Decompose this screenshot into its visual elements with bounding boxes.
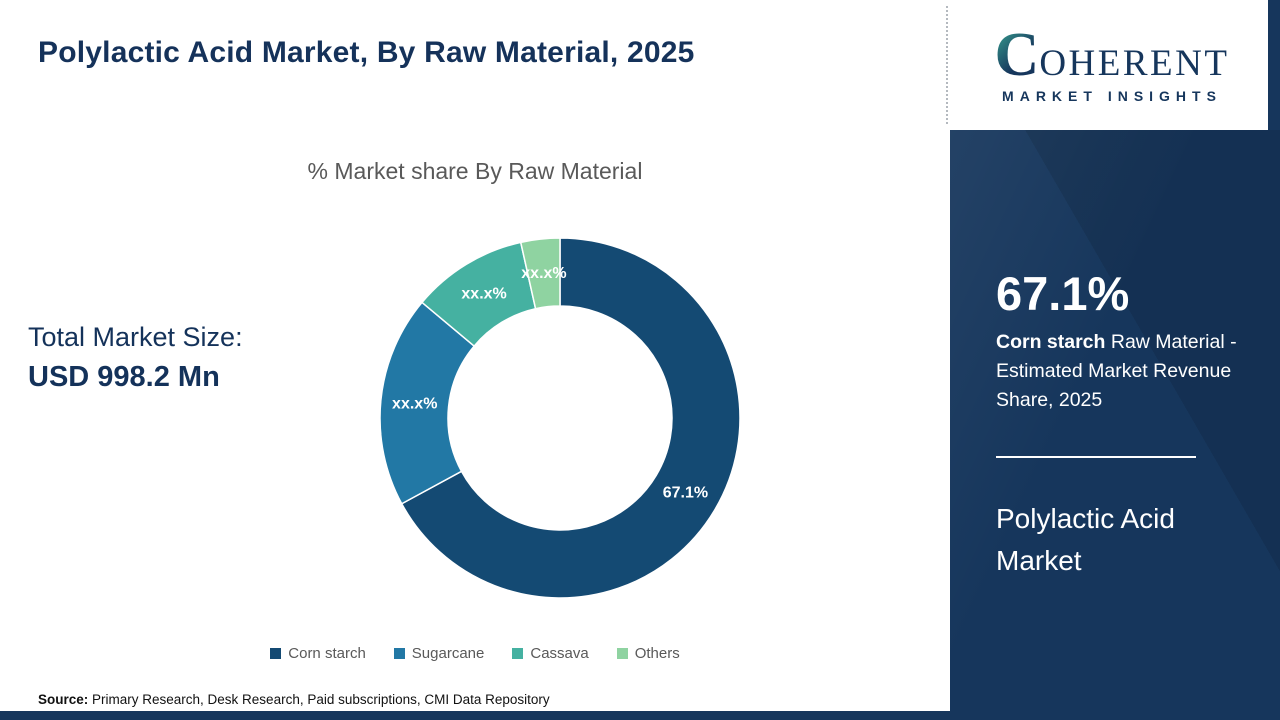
- source-text: Primary Research, Desk Research, Paid su…: [88, 692, 550, 707]
- donut-slice-others: [519, 237, 561, 310]
- logo-separator-dotted-line: [946, 6, 948, 124]
- source-attribution: Source: Primary Research, Desk Research,…: [38, 692, 550, 707]
- logo-c-glyph: C: [994, 21, 1040, 89]
- source-label: Source:: [38, 692, 89, 707]
- slice-label-sugarcane: xx.x%: [392, 395, 437, 412]
- legend-swatch-others: [616, 648, 628, 659]
- slice-label-others: xx.x%: [521, 265, 566, 282]
- legend-label-others: Others: [634, 645, 680, 662]
- logo-subtitle: MARKET INSIGHTS: [1002, 88, 1222, 104]
- highlight-stat-value: 67.1%: [996, 267, 1130, 320]
- legend-item-others: Others: [616, 645, 680, 662]
- chart-title: % Market share By Raw Material: [307, 158, 643, 184]
- highlight-stat-description: Corn starch Raw Material - Estimated Mar…: [996, 328, 1238, 415]
- slice-label-cassava: xx.x%: [461, 285, 506, 302]
- highlight-panel: 67.1% Corn starch Raw Material - Estimat…: [950, 130, 1280, 720]
- top-right-accent-strip: [1268, 0, 1280, 130]
- panel-divider-line: [996, 456, 1196, 458]
- bottom-accent-strip: [0, 711, 1280, 720]
- legend-label-sugarcane: Sugarcane: [411, 645, 485, 662]
- panel-pattern-overlay: [950, 130, 1280, 720]
- total-market-size-value: USD 998.2 Mn: [28, 361, 220, 393]
- legend-label-corn-starch: Corn starch: [288, 645, 366, 662]
- page-title: Polylactic Acid Market, By Raw Material,…: [38, 36, 695, 69]
- total-market-size-block: Total Market Size: USD 998.2 Mn: [28, 322, 243, 394]
- coherent-market-insights-logo: C OHERENT MARKET INSIGHTS: [962, 21, 1262, 104]
- legend-swatch-cassava: [512, 648, 524, 659]
- highlight-description-rest: Raw Material - Estimated Market Revenue …: [996, 331, 1237, 411]
- donut-slice-corn-starch: [400, 237, 741, 599]
- donut-chart: 67.1% xx.x% xx.x% xx.x%: [379, 237, 741, 599]
- legend-label-cassava: Cassava: [530, 645, 589, 662]
- chart-legend: Corn starch Sugarcane Cassava Others: [0, 645, 950, 662]
- highlight-segment-name: Corn starch: [996, 331, 1106, 353]
- logo-wordmark-rest: OHERENT: [1039, 43, 1230, 84]
- legend-swatch-sugarcane: [393, 648, 405, 659]
- logo-wordmark: C OHERENT: [962, 21, 1262, 89]
- panel-diagonal-overlay: [950, 130, 1280, 720]
- legend-item-corn-starch: Corn starch: [270, 645, 366, 662]
- legend-item-cassava: Cassava: [512, 645, 589, 662]
- report-product-name: Polylactic Acid Market: [996, 503, 1175, 576]
- legend-item-sugarcane: Sugarcane: [393, 645, 485, 662]
- slice-label-corn-starch: 67.1%: [663, 485, 708, 502]
- total-market-size-label: Total Market Size:: [28, 322, 243, 352]
- legend-swatch-corn-starch: [270, 648, 282, 659]
